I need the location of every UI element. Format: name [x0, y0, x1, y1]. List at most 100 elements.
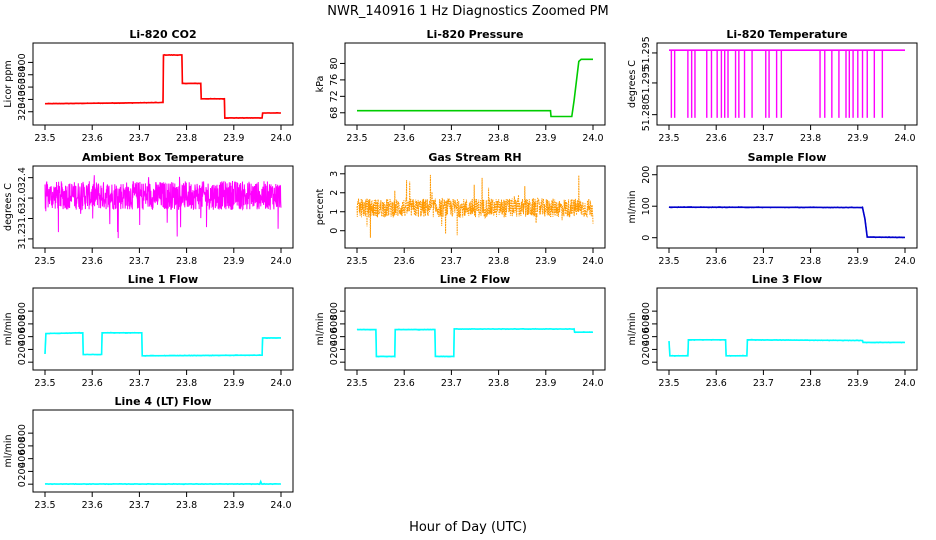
x-tick-label: 23.6: [706, 378, 727, 389]
y-tick-label: 400: [329, 328, 340, 346]
panel-title: Sample Flow: [748, 151, 827, 164]
series-noise: [668, 206, 904, 239]
x-tick-label: 23.5: [346, 133, 367, 144]
x-tick-label: 24.0: [270, 133, 291, 144]
x-tick-label: 23.8: [176, 378, 197, 389]
panel-3: Li-820 Temperature degrees C 23.5 23.6 23.7 2…: [627, 28, 918, 144]
x-tick-label: 23.5: [34, 378, 55, 389]
panel-frame: [32, 165, 294, 249]
panel-frame: [656, 165, 918, 249]
y-tick-label: 0: [17, 359, 28, 365]
x-tick-label: 23.8: [488, 256, 509, 267]
panel-title: Ambient Box Temperature: [82, 151, 244, 164]
series-line: [668, 206, 906, 239]
figure-title: NWR_140916 1 Hz Diagnostics Zoomed PM: [327, 4, 609, 19]
panel-frame: [32, 42, 294, 126]
y-tick-label: 51.280: [641, 98, 652, 131]
y-tick-label: 600: [641, 315, 652, 333]
y-tick-label: 600: [17, 315, 28, 333]
y-tick-label: 400: [17, 53, 28, 71]
x-tick-label: 23.7: [753, 378, 774, 389]
y-tick-label: 31.2: [17, 228, 28, 249]
y-tick-label: 100: [641, 197, 652, 215]
x-tick-label: 23.7: [129, 256, 150, 267]
x-tick-label: 24.0: [894, 256, 915, 267]
panel-ylabel: percent: [315, 189, 326, 226]
panel-title: Gas Stream RH: [428, 151, 521, 164]
x-tick-label: 23.7: [129, 133, 150, 144]
x-tick-label: 24.0: [894, 133, 915, 144]
y-tick-label: 400: [17, 328, 28, 346]
panel-ylabel: ml/min: [627, 312, 638, 345]
x-tick-label: 23.7: [441, 133, 462, 144]
series-noise: [44, 331, 280, 357]
y-tick-label: 800: [17, 424, 28, 442]
figure-xlabel: Hour of Day (UTC): [409, 520, 527, 535]
y-tick-label: 0: [641, 235, 652, 241]
panel-4: Ambient Box Temperature degrees C 23.5 23.6…: [3, 151, 294, 267]
y-tick-label: 200: [641, 166, 652, 184]
panel-ylabel: ml/min: [3, 312, 14, 345]
x-tick-label: 23.7: [441, 378, 462, 389]
x-tick-label: 23.9: [847, 133, 868, 144]
y-tick-label: 0: [329, 228, 340, 234]
y-tick-label: 200: [17, 462, 28, 480]
x-tick-label: 23.8: [800, 256, 821, 267]
series-line: [44, 175, 282, 239]
y-tick-label: 31.6: [17, 208, 28, 229]
x-tick-label: 23.9: [223, 378, 244, 389]
x-tick-label: 23.7: [129, 500, 150, 511]
x-tick-label: 23.7: [753, 133, 774, 144]
y-tick-label: 32.4: [17, 167, 28, 188]
y-tick-label: 0: [329, 359, 340, 365]
y-tick-label: 0: [17, 481, 28, 487]
panel-title: Li-820 Pressure: [427, 28, 524, 41]
panel-frame: [344, 287, 606, 371]
x-tick-label: 24.0: [270, 378, 291, 389]
panel-title: Li-820 CO2: [129, 28, 196, 41]
series-line: [356, 174, 594, 238]
y-tick-label: 400: [17, 450, 28, 468]
panel-frame: [344, 42, 606, 126]
x-tick-label: 23.5: [34, 256, 55, 267]
x-tick-label: 24.0: [270, 500, 291, 511]
y-tick-label: 340: [17, 90, 28, 108]
x-tick-label: 24.0: [582, 133, 603, 144]
panel-title: Line 4 (LT) Flow: [115, 395, 212, 408]
panel-ylabel: kPa: [315, 76, 326, 93]
x-tick-label: 24.0: [582, 256, 603, 267]
x-tick-label: 23.6: [82, 500, 103, 511]
x-tick-label: 23.6: [394, 378, 415, 389]
y-tick-label: 800: [17, 302, 28, 320]
x-tick-label: 23.9: [847, 256, 868, 267]
x-tick-label: 23.9: [535, 256, 556, 267]
x-tick-label: 23.5: [658, 378, 679, 389]
x-tick-label: 23.5: [658, 256, 679, 267]
y-tick-label: 600: [329, 315, 340, 333]
y-tick-label: 76: [329, 74, 340, 86]
x-tick-label: 23.7: [753, 256, 774, 267]
y-tick-label: 68: [329, 107, 340, 119]
x-tick-label: 23.6: [706, 133, 727, 144]
x-tick-label: 23.5: [346, 256, 367, 267]
panel-ylabel: ml/min: [627, 190, 638, 223]
x-tick-label: 23.9: [223, 256, 244, 267]
x-tick-label: 23.8: [176, 500, 197, 511]
y-tick-label: 380: [17, 66, 28, 84]
panel-frame: [656, 42, 918, 126]
x-tick-label: 23.6: [82, 256, 103, 267]
y-tick-label: 2: [329, 190, 340, 196]
panel-title: Line 2 Flow: [440, 273, 510, 286]
x-tick-label: 23.6: [706, 256, 727, 267]
y-tick-label: 0: [641, 359, 652, 365]
x-tick-label: 23.7: [441, 256, 462, 267]
panel-ylabel: ml/min: [3, 434, 14, 467]
x-tick-label: 24.0: [582, 378, 603, 389]
x-tick-label: 23.5: [34, 133, 55, 144]
x-tick-label: 23.9: [847, 378, 868, 389]
y-tick-label: 360: [17, 78, 28, 96]
x-tick-label: 23.8: [176, 256, 197, 267]
x-tick-label: 23.6: [82, 378, 103, 389]
